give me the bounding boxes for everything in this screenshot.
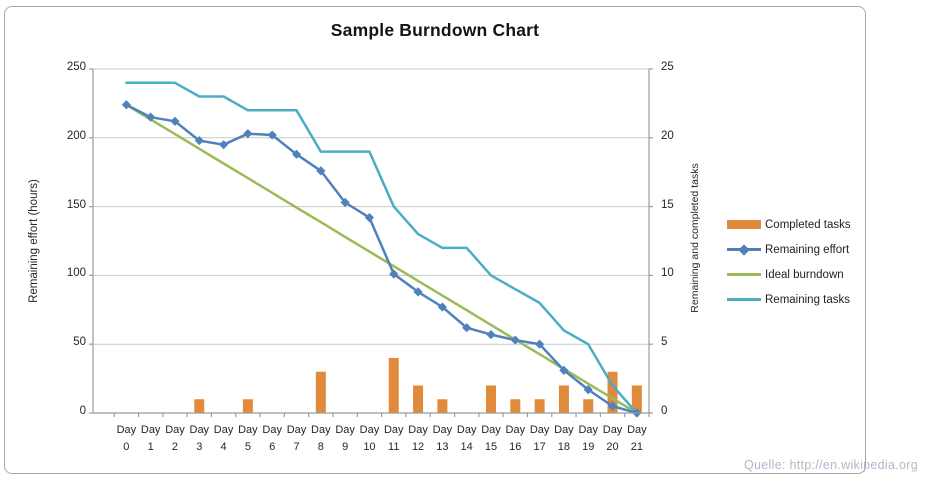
x-axis-label: Day 0 (116, 424, 137, 453)
remaining-effort-marker (389, 269, 399, 279)
left-axis-tick-label: 0 (79, 405, 86, 417)
remaining-effort-marker (170, 116, 180, 126)
remaining-effort-marker (486, 329, 496, 340)
x-axis-label: Day 18 (554, 424, 574, 453)
remaining-effort-marker (607, 401, 618, 411)
legend-label: Remaining effort (765, 243, 850, 256)
remaining-effort-marker (583, 385, 593, 395)
completed-tasks-bar (631, 385, 642, 413)
remaining-effort-marker (340, 197, 350, 208)
completed-tasks-bar (485, 385, 496, 413)
x-axis-label: Day 7 (286, 424, 307, 453)
remaining-effort-marker (413, 287, 423, 297)
remaining-effort-marker (243, 129, 253, 139)
legend-label: Ideal burndown (765, 268, 844, 281)
completed-tasks-bar (413, 385, 424, 413)
right-axis-tick-label: 25 (661, 61, 674, 73)
left-axis-tick-label: 50 (73, 336, 86, 349)
completed-tasks-bar (437, 399, 448, 413)
legend-item-remaining-effort: Remaining effort (727, 237, 851, 262)
x-axis-label: Day 20 (602, 424, 623, 453)
remaining-effort-marker (218, 140, 229, 150)
completed-tasks-bar (558, 385, 569, 413)
left-axis-tick-label: 200 (66, 129, 86, 142)
remaining-effort-marker (559, 365, 569, 375)
x-axis-label: Day 15 (481, 424, 501, 453)
remaining-effort-marker (510, 335, 520, 345)
remaining-effort-marker (267, 130, 277, 140)
ideal-burndown-line (125, 103, 639, 415)
remaining-effort-marker (291, 149, 302, 159)
x-axis-label: Day 14 (456, 424, 477, 453)
completed-tasks-bar (510, 399, 521, 413)
x-axis-label: Day 16 (505, 424, 526, 453)
x-axis-label: Day 2 (165, 424, 185, 453)
left-axis-title: Remaining effort (hours) (28, 179, 40, 303)
x-axis-label: Day 5 (238, 424, 258, 453)
remaining-effort-marker (462, 323, 472, 333)
x-axis-label: Day 10 (359, 424, 380, 453)
remaining-effort-marker (364, 213, 375, 223)
left-axis-tick-label: 150 (66, 198, 86, 211)
x-axis-label: Day 12 (408, 424, 428, 453)
right-axis-tick-label: 15 (661, 198, 674, 211)
legend: Completed tasks Remaining effort Ideal bur… (727, 212, 851, 312)
remaining-effort-marker (316, 166, 326, 176)
legend-item-completed-tasks: Completed tasks (727, 212, 851, 237)
legend-label: Completed tasks (765, 218, 851, 231)
x-axis-label: Day 21 (627, 424, 647, 453)
left-axis-tick-label: 250 (66, 61, 86, 73)
completed-tasks-bar (194, 399, 205, 413)
remaining-effort-line (125, 103, 639, 415)
remaining-effort-marker (121, 100, 131, 110)
x-axis-label: Day 17 (529, 424, 550, 453)
left-axis-tick-label: 100 (66, 267, 86, 280)
right-axis-tick-label: 0 (661, 405, 668, 417)
x-axis-label: Day 6 (262, 424, 282, 453)
chart-title: Sample Burndown Chart (330, 20, 540, 40)
x-axis-label: Day 11 (383, 424, 404, 453)
right-axis-tick-label: 20 (661, 129, 674, 142)
source-note: Quelle: http://en.wikipedia.org (744, 458, 918, 472)
completed-tasks-bar (388, 357, 399, 413)
right-axis-tick-label: 10 (661, 267, 674, 280)
x-axis-label: Day 8 (311, 424, 331, 453)
right-axis-title: Remaining and completed tasks (689, 163, 701, 313)
x-axis-label: Day 1 (140, 424, 161, 453)
completed-tasks-bar (607, 371, 618, 413)
x-axis-label: Day 13 (432, 424, 453, 453)
legend-line-icon (727, 270, 761, 280)
completed-tasks-bar (242, 399, 253, 413)
remaining-effort-marker (437, 302, 447, 312)
completed-tasks-bar (315, 371, 326, 413)
completed-tasks-bar (583, 399, 594, 413)
x-axis-label: Day 4 (213, 424, 234, 453)
legend-bar-icon (727, 220, 761, 230)
x-axis-label: Day 3 (189, 424, 210, 453)
right-axis-tick-label: 5 (661, 336, 668, 349)
legend-line-icon (727, 295, 761, 305)
remaining-effort-marker (146, 112, 156, 122)
legend-label: Remaining tasks (765, 293, 851, 306)
x-axis-label: Day 19 (578, 424, 598, 453)
remaining-effort-marker (535, 339, 545, 349)
remaining-tasks-line (125, 81, 639, 415)
legend-line-diamond-icon (727, 243, 761, 256)
legend-item-remaining-tasks: Remaining tasks (727, 287, 851, 312)
x-axis-label: Day 9 (335, 424, 355, 453)
completed-tasks-bar (534, 399, 545, 413)
legend-item-ideal-burndown: Ideal burndown (727, 262, 851, 287)
remaining-effort-marker (194, 135, 204, 146)
